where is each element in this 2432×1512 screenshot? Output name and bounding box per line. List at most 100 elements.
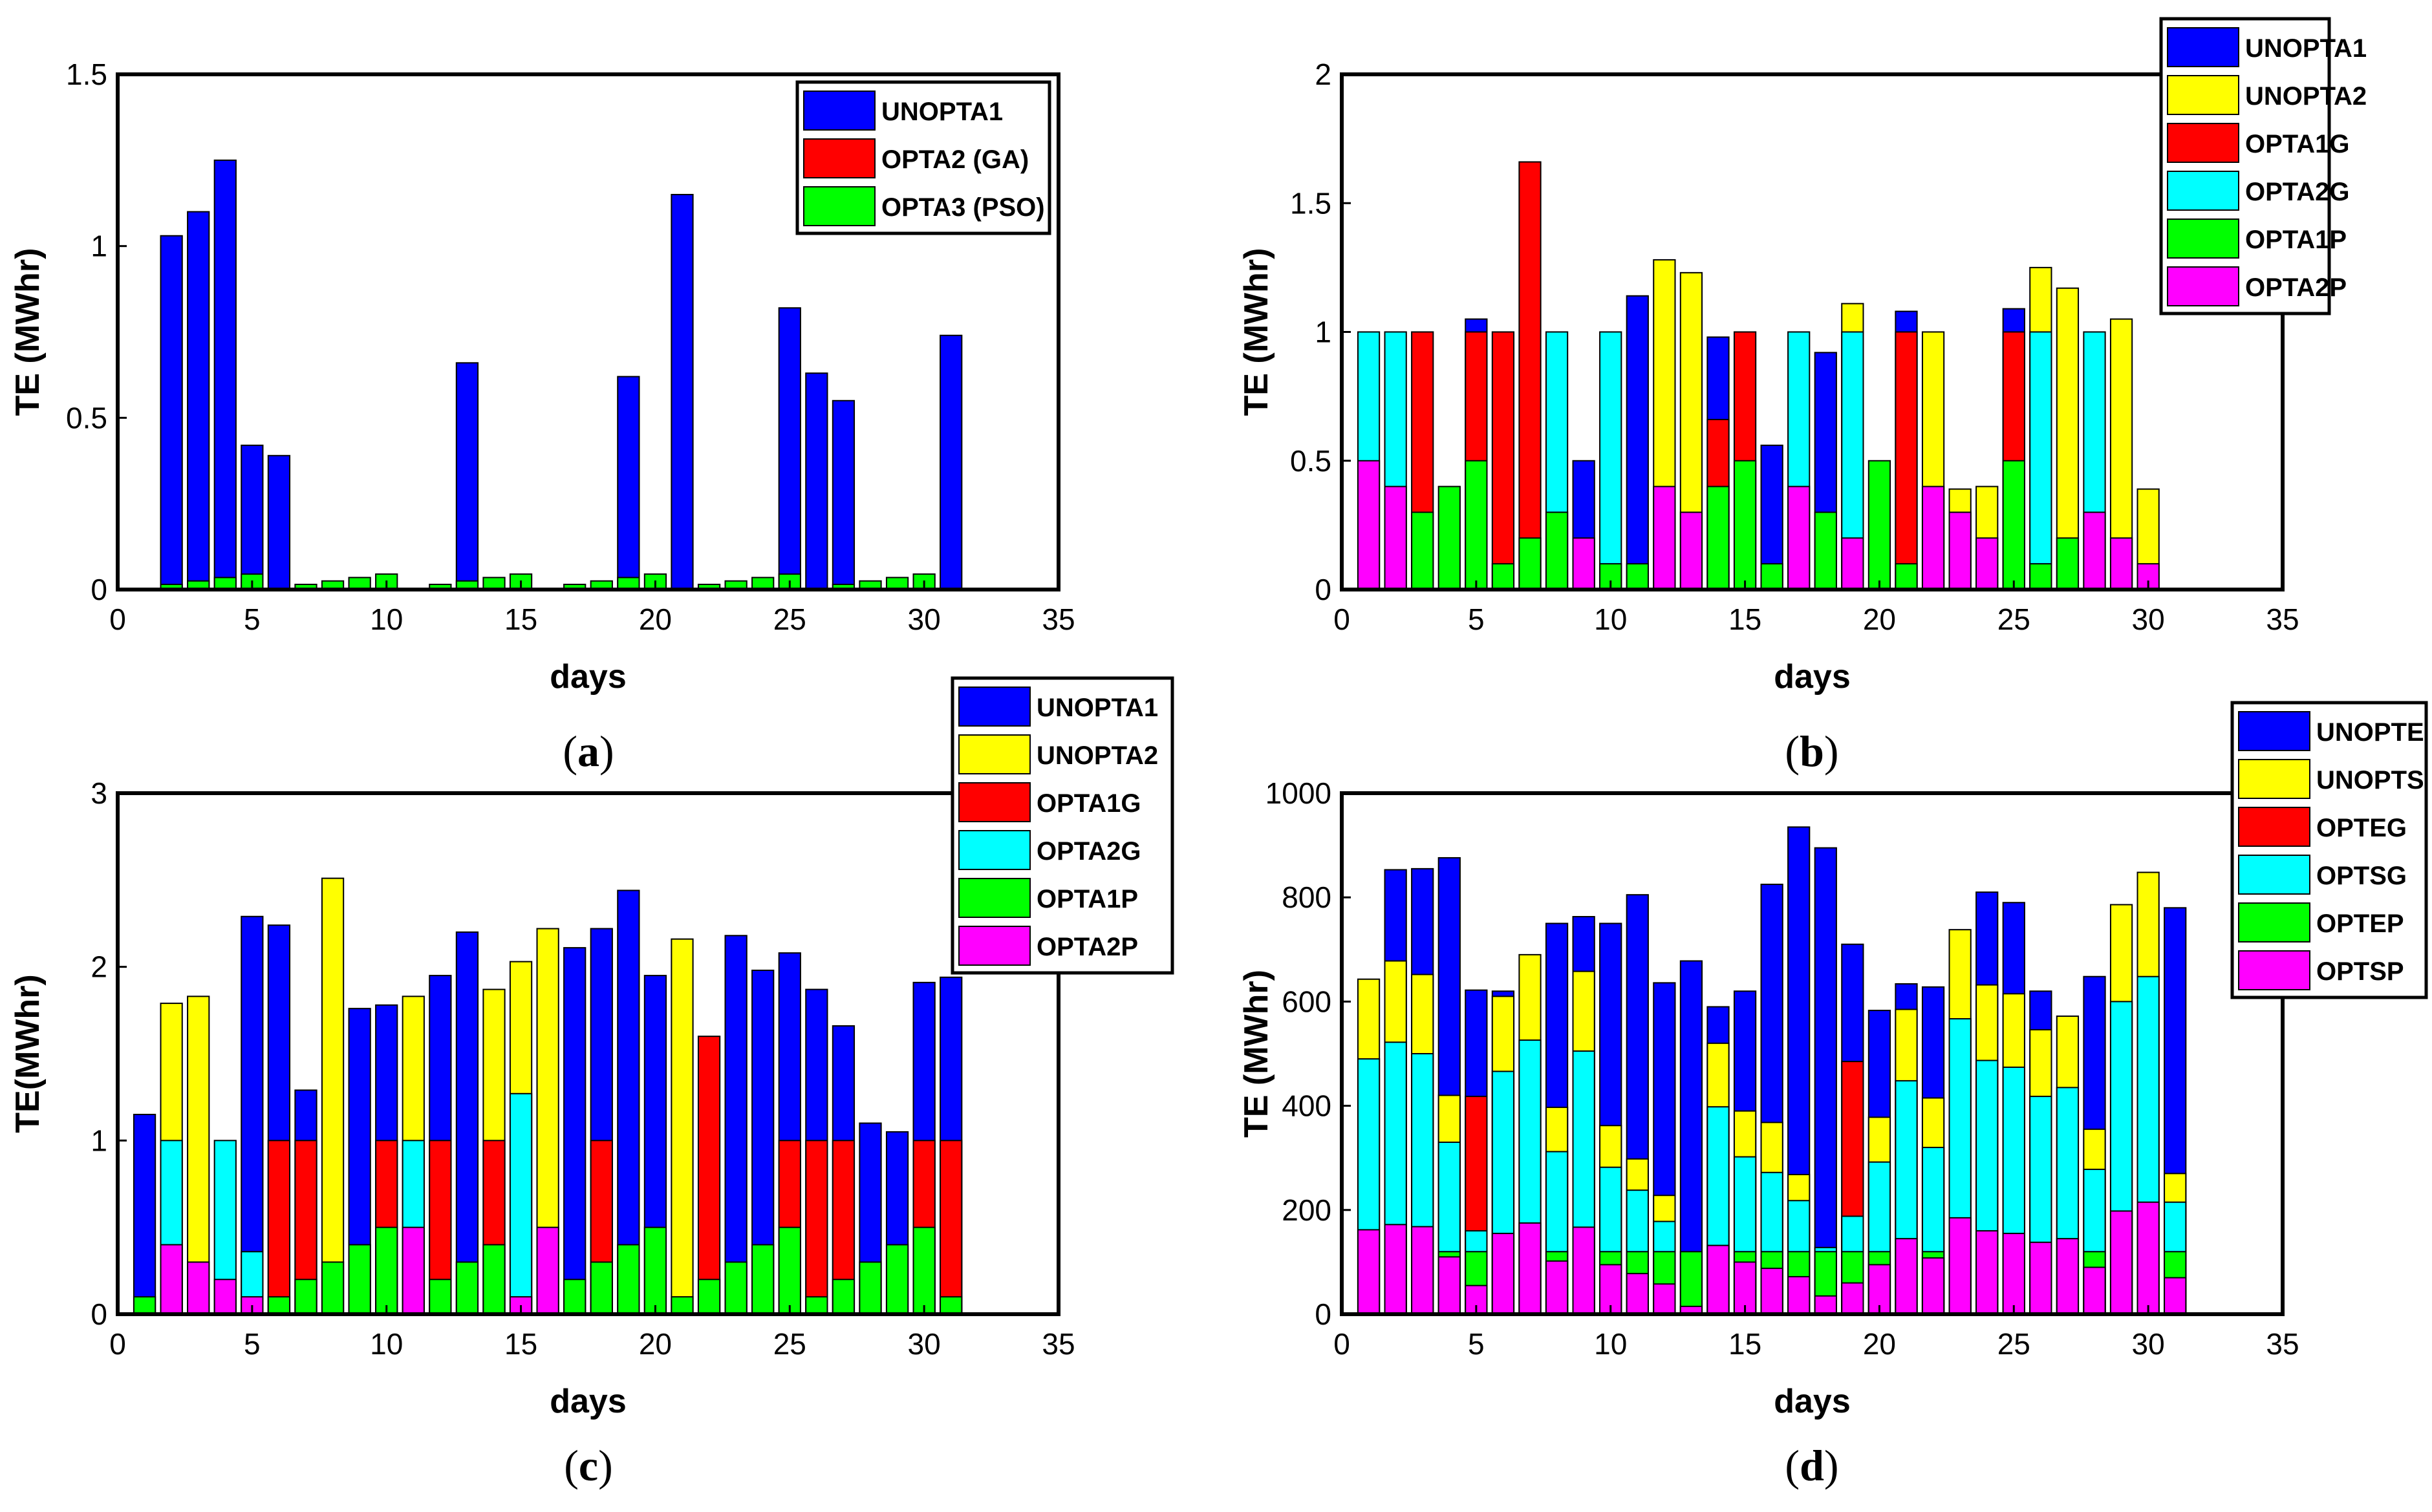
- chart-panel-a: 0 5 10 15 20 25 30 35 0 0.5 1 1.5 days TE (MWhr) UNOPT…: [9, 58, 1075, 776]
- x-tick-label: 35: [1042, 1327, 1075, 1361]
- bar-opta1p-day-28: [859, 1261, 882, 1315]
- legend-swatch: [2167, 75, 2239, 115]
- bar-opta2p-day-2: [1384, 485, 1407, 590]
- axes-frame: [116, 791, 1060, 1316]
- bar-optsp-day-28: [2083, 1266, 2106, 1315]
- bar-opta1p-day-23: [724, 1261, 748, 1315]
- bar-unopta2-day-3: [187, 996, 210, 1315]
- bar-opta1p-day-17: [563, 1279, 586, 1315]
- bar-opta1p-day-1: [133, 1296, 156, 1315]
- x-axis-label: days: [1774, 658, 1851, 696]
- legend-entry-label: OPTA3 (PSO): [881, 193, 1045, 222]
- x-tick-label: 35: [1042, 602, 1075, 636]
- legend-entry-label: UNOPTA2: [1037, 741, 1158, 770]
- x-axis-label: days: [1774, 1383, 1851, 1420]
- panel-caption: (b): [1785, 727, 1838, 776]
- x-tick-label: 30: [2132, 1327, 2165, 1361]
- x-tick-label: 10: [1594, 602, 1627, 636]
- bar-unopta1-day-19: [617, 889, 640, 1315]
- bar-opta1p-day-18: [590, 1261, 613, 1315]
- axes-frame: [116, 72, 1060, 591]
- y-tick-label: 0.5: [1290, 444, 1331, 478]
- legend: UNOPTA1 UNOPTA2 OPTA1G OPTA2G OPTA1P OPTA2P: [2159, 17, 2367, 315]
- x-tick-label: 35: [2266, 602, 2299, 636]
- bar-opta1g-day-6: [267, 1140, 291, 1315]
- bar-opta1p-day-14: [1706, 485, 1730, 590]
- bar-opta1p-day-14: [482, 1244, 506, 1315]
- bar-unopta1-day-3: [187, 211, 210, 590]
- bar-optsp-day-30: [2136, 1201, 2160, 1315]
- legend: UNOPTA1 OPTA2 (GA) OPTA3 (PSO): [795, 80, 1051, 235]
- bar-opta1p-day-29: [885, 1244, 909, 1315]
- x-tick-label: 15: [1728, 602, 1761, 636]
- x-tick-label: 0: [1333, 602, 1350, 636]
- bar-opta2p-day-17: [1787, 485, 1811, 590]
- chart-panel-d: 0 5 10 15 20 25 30 35 0 200 400 600 800 1000 days TE (M…: [1238, 701, 2428, 1490]
- bar-unopta1-day-1: [133, 1114, 156, 1315]
- bar-unopta1-day-13: [455, 362, 479, 590]
- legend-entry-label: UNOPTA1: [1037, 694, 1158, 722]
- bar-opta1g-day-6: [1491, 331, 1515, 590]
- bar-optsp-day-29: [2109, 1210, 2133, 1315]
- legend-swatch: [958, 687, 1031, 727]
- x-axis-label: days: [550, 1383, 627, 1420]
- panel-caption: (a): [563, 727, 614, 776]
- bar-opta1p-day-18: [1814, 511, 1837, 591]
- legend: UNOPTE UNOPTS OPTEG OPTSG OPTEP OPTSP: [2230, 701, 2428, 999]
- bar-optsp-day-11: [1626, 1273, 1649, 1315]
- bar-opta1g-day-21: [1895, 331, 1918, 590]
- bar-optsp-day-18: [1814, 1295, 1837, 1315]
- y-tick-label: 1.5: [1290, 186, 1331, 220]
- y-axis-label: TE (MWhr): [9, 248, 47, 416]
- bar-opta1p-day-6: [1491, 563, 1515, 591]
- bar-optsp-day-17: [1787, 1275, 1811, 1315]
- bar-opta1p-day-3: [1411, 511, 1434, 591]
- bar-opta2p-day-2: [160, 1244, 183, 1315]
- chart-panel-c: 0 5 10 15 20 25 30 350123daysTE(MWhr)UNOPTA1UNO…: [9, 676, 1174, 1490]
- x-tick-label: 15: [1728, 1327, 1761, 1361]
- y-axis-label: TE (MWhr): [1238, 970, 1275, 1138]
- legend-entry-label: OPTA2P: [1037, 933, 1138, 961]
- bar-opta2p-day-24: [1975, 537, 1999, 590]
- legend-entry-label: OPTA1P: [2245, 226, 2347, 254]
- bar-opta2p-day-28: [2083, 511, 2106, 591]
- bar-opta2p-day-12: [1653, 485, 1676, 590]
- bar-opta2p-day-3: [187, 1261, 210, 1315]
- bar-optsp-day-1: [1357, 1229, 1381, 1315]
- y-tick-label: 1.5: [66, 58, 107, 91]
- legend-swatch: [2167, 123, 2239, 163]
- bar-unopta1-day-11: [1626, 295, 1649, 590]
- bar-optsp-day-3: [1411, 1226, 1434, 1315]
- panel-caption: (c): [564, 1441, 613, 1490]
- bar-opta2p-day-22: [1921, 485, 1945, 590]
- panel-caption: (d): [1785, 1441, 1838, 1490]
- x-tick-label: 15: [504, 602, 537, 636]
- chart-panel-b: 0 5 10 15 20 25 30 35 0 0.5 1 1.5 2 days TE (MWhr) UNOP…: [1238, 17, 2367, 776]
- bar-opta1p-day-25: [778, 1226, 801, 1315]
- bar-opta1p-day-20: [643, 1226, 667, 1315]
- legend-entry-label: OPTA1P: [1037, 885, 1138, 913]
- x-tick-label: 5: [1468, 602, 1485, 636]
- bar-opta1p-day-5: [1465, 460, 1488, 590]
- bar-opta2p-day-29: [2109, 537, 2133, 590]
- legend-entry-label: UNOPTA1: [881, 98, 1003, 126]
- bar-opta1p-day-13: [455, 1261, 479, 1315]
- legend-swatch: [2167, 171, 2239, 211]
- x-tick-label: 25: [1997, 1327, 2030, 1361]
- legend-swatch: [2238, 759, 2310, 799]
- bar-unopta1-day-2: [160, 235, 183, 590]
- bar-opta1p-day-7: [294, 1279, 317, 1315]
- bar-unopta1-day-4: [213, 159, 237, 591]
- x-tick-label: 20: [639, 602, 672, 636]
- bar-opta1p-day-6: [267, 1296, 291, 1315]
- bar-unopta2-day-21: [671, 938, 694, 1315]
- bar-opta1p-day-9: [348, 1244, 371, 1315]
- legend-swatch: [958, 830, 1031, 870]
- x-tick-label: 0: [1333, 1327, 1350, 1361]
- x-tick-label: 25: [773, 602, 806, 636]
- y-tick-label: 800: [1282, 880, 1331, 914]
- y-tick-label: 2: [1315, 58, 1331, 91]
- bar-unopta1-day-21: [671, 193, 694, 590]
- x-tick-label: 30: [2132, 602, 2165, 636]
- legend-entry-label: OPTA1G: [1037, 789, 1141, 818]
